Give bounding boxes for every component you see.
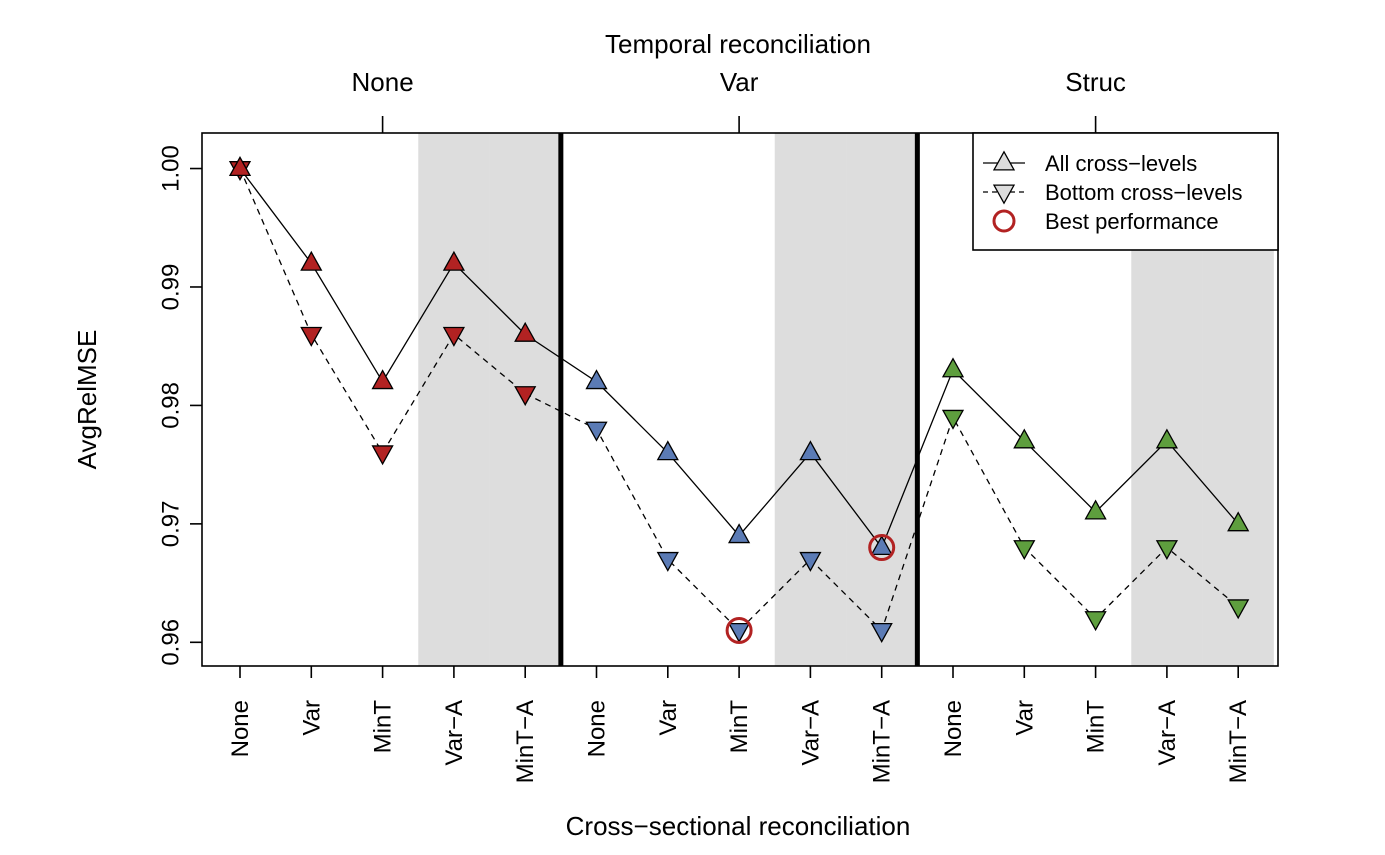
data-point-bottom (585, 421, 608, 442)
data-point-bottom (799, 551, 822, 572)
labels: 0.96 0.97 0.98 0.99 1.00 None Var MinT Var−A MinT… (72, 29, 1252, 841)
series-bottom-line (239, 168, 1239, 632)
axes (190, 116, 1279, 678)
x-tick-label: Var−A (441, 700, 468, 766)
data-point-bottom (1227, 599, 1250, 620)
data-point-all (941, 357, 965, 378)
y-tick-label: 0.98 (157, 382, 184, 429)
plot-frame (201, 132, 1279, 667)
x-tick-label: MinT (370, 700, 397, 754)
y-tick-label: 0.97 (157, 501, 184, 548)
series-layer (228, 156, 1250, 644)
data-point-bottom (300, 326, 323, 347)
data-point-all (1084, 499, 1107, 520)
best-performance-marker (868, 534, 896, 562)
x-tick-label: Var (655, 700, 682, 736)
data-point-all (727, 523, 751, 544)
x-tick-label: Var−A (1154, 700, 1181, 766)
legend-triangle-up-icon (992, 150, 1016, 171)
data-point-all (1013, 428, 1036, 449)
x-tick-label: MinT (726, 700, 753, 754)
data-point-all (799, 440, 822, 461)
legend: All cross−levels Bottom cross−levels Best … (972, 132, 1279, 251)
data-point-bottom (870, 622, 893, 643)
data-point-bottom (1013, 540, 1036, 561)
y-tick-label: 0.99 (157, 264, 184, 311)
top-axis-title: Temporal reconciliation (605, 29, 871, 59)
data-point-bottom (656, 551, 679, 572)
x-tick-label: None (940, 700, 967, 757)
x-axis-title: Cross−sectional reconciliation (566, 811, 911, 841)
legend-triangle-down-icon (992, 184, 1016, 205)
data-point-bottom (442, 326, 466, 347)
data-point-all (585, 369, 608, 390)
top-tick-label: Var (720, 67, 759, 97)
top-tick-label: Struc (1065, 67, 1126, 97)
x-tick-label: Var−A (797, 700, 824, 766)
data-point-all (228, 156, 252, 177)
x-tick-label: None (227, 700, 254, 757)
shaded-band (418, 133, 490, 666)
data-point-all (870, 535, 893, 556)
y-tick-label: 1.00 (157, 145, 184, 192)
x-tick-label: MinT−A (512, 700, 539, 783)
shaded-band (774, 133, 847, 666)
data-point-bottom (1155, 540, 1179, 561)
data-point-bottom (371, 445, 394, 466)
legend-label: Bottom cross−levels (1045, 180, 1242, 205)
x-tick-label: None (584, 700, 611, 757)
data-point-all (514, 321, 537, 342)
y-tick-label: 0.96 (157, 619, 184, 666)
shaded-regions (418, 133, 1274, 666)
data-point-bottom (514, 386, 537, 407)
data-point-all (300, 250, 323, 271)
data-point-bottom (727, 622, 751, 643)
data-point-all (1155, 428, 1179, 449)
best-performance-marker (725, 616, 753, 644)
top-tick-label: None (352, 67, 414, 97)
data-point-all (1227, 511, 1250, 532)
x-tick-label: MinT−A (1225, 700, 1252, 783)
data-point-all (371, 369, 394, 390)
data-point-all (656, 440, 679, 461)
y-axis-title: AvgRelMSE (72, 330, 102, 470)
data-point-bottom (1084, 611, 1107, 632)
x-tick-label: Var (298, 700, 325, 736)
legend-label: Best performance (1045, 209, 1219, 234)
x-tick-label: MinT−A (869, 700, 896, 783)
legend-circle-icon (992, 209, 1016, 233)
data-point-bottom (941, 409, 965, 430)
shaded-band (846, 133, 918, 666)
x-tick-label: MinT (1083, 700, 1110, 754)
data-point-all (442, 250, 466, 271)
x-tick-label: Var (1011, 700, 1038, 736)
legend-label: All cross−levels (1045, 151, 1197, 176)
